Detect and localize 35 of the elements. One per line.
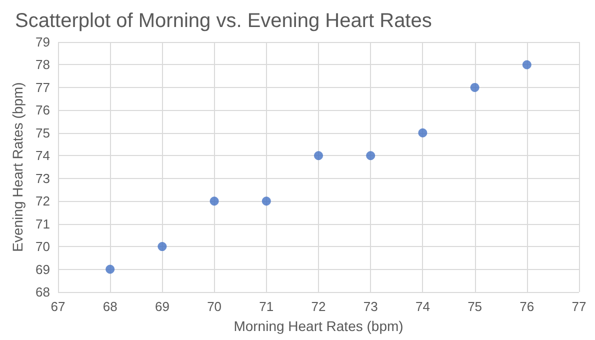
point xyxy=(366,151,376,160)
y-tick-label: 75 xyxy=(36,125,50,140)
point xyxy=(210,196,219,206)
point xyxy=(470,82,480,92)
y-tick-label: 69 xyxy=(36,262,50,277)
y-tick-label: 70 xyxy=(36,239,50,254)
x-axis-title: Morning Heart Rates (bpm) xyxy=(234,318,404,334)
y-tick-label: 71 xyxy=(36,216,50,232)
x-tick-label: 69 xyxy=(154,299,170,314)
chart-title: Scatterplot of Morning vs. Evening Heart Rates xyxy=(15,10,432,32)
x-tick-label: 70 xyxy=(207,299,222,314)
point xyxy=(314,151,323,160)
y-axis-title: Evening Heart Rates (bpm) xyxy=(10,82,26,252)
x-tick-label: 73 xyxy=(363,299,378,314)
point xyxy=(158,242,167,252)
y-tick-label: 76 xyxy=(36,102,50,118)
x-tick-label: 75 xyxy=(468,299,482,314)
y-tick-label: 72 xyxy=(36,194,50,209)
y-tick-label: 77 xyxy=(36,80,50,95)
point xyxy=(106,264,115,274)
point xyxy=(522,60,532,70)
y-tick-label: 68 xyxy=(36,284,50,300)
x-tick-label: 68 xyxy=(102,299,118,314)
point xyxy=(418,128,428,138)
point xyxy=(262,196,271,206)
x-tick-label: 71 xyxy=(259,299,274,314)
x-tick-label: 76 xyxy=(520,299,534,314)
x-tick-label: 74 xyxy=(415,299,430,314)
x-tick-label: 77 xyxy=(572,299,586,314)
y-tick-label: 78 xyxy=(36,57,50,72)
y-tick-label: 73 xyxy=(36,170,50,186)
x-tick-label: 72 xyxy=(311,299,326,314)
y-tick-label: 79 xyxy=(36,34,50,50)
y-tick-label: 74 xyxy=(36,148,50,164)
x-tick-label: 67 xyxy=(50,299,66,314)
